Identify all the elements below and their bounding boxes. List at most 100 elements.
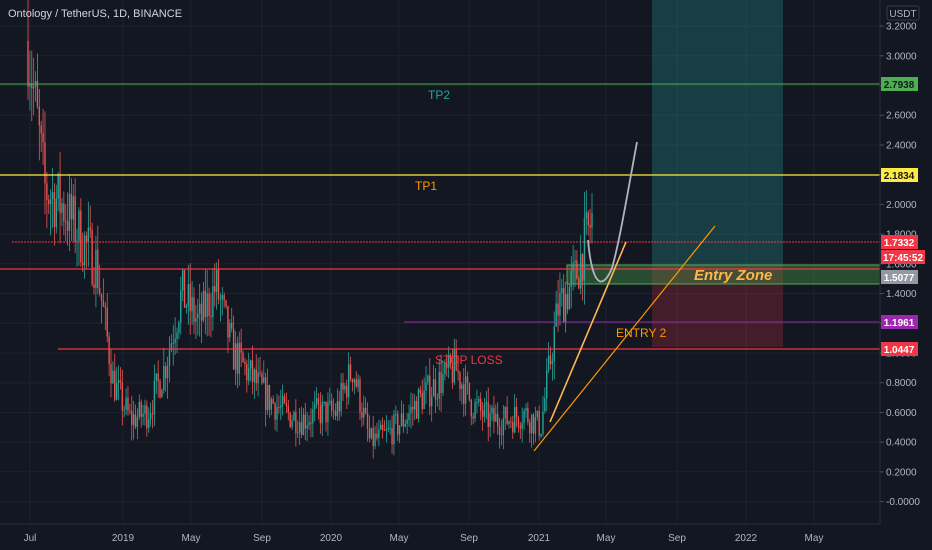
candle-body bbox=[142, 413, 144, 417]
candle-body bbox=[453, 349, 456, 383]
candle-body bbox=[510, 421, 512, 423]
candle-body bbox=[547, 355, 550, 371]
candle-body bbox=[132, 414, 135, 426]
candle-body bbox=[36, 80, 39, 107]
candle-body bbox=[457, 370, 459, 373]
candle-body bbox=[589, 225, 591, 228]
candle-body bbox=[529, 422, 531, 434]
candle-body bbox=[206, 293, 208, 318]
candle-body bbox=[198, 303, 201, 314]
candle-body bbox=[27, 40, 29, 87]
candle-body bbox=[304, 414, 306, 429]
stop-price-tag: 1.0447 bbox=[881, 342, 918, 356]
candle-body bbox=[506, 406, 508, 424]
candle-body bbox=[70, 194, 73, 220]
trend-line-steep[interactable] bbox=[549, 241, 627, 423]
candle-body bbox=[329, 400, 331, 403]
candle-body bbox=[385, 429, 388, 431]
candle-body bbox=[583, 217, 586, 281]
candle-body bbox=[325, 401, 327, 423]
candle-body bbox=[410, 406, 412, 414]
chart-title: Ontology / TetherUS, 1D, BINANCE bbox=[8, 8, 183, 20]
candle-body bbox=[229, 322, 231, 338]
candle-body bbox=[44, 142, 46, 184]
candle-body bbox=[174, 338, 176, 344]
candle-body bbox=[568, 286, 571, 310]
candle-body bbox=[140, 402, 142, 417]
candle-body bbox=[351, 379, 354, 383]
y-tick-label: 0.4000 bbox=[886, 438, 917, 449]
candle-body bbox=[315, 398, 318, 404]
candle-body bbox=[115, 382, 118, 400]
candle-body bbox=[493, 407, 495, 422]
candle-body bbox=[389, 428, 391, 430]
candle-body bbox=[566, 294, 569, 310]
candle-body bbox=[164, 366, 167, 379]
candle-body bbox=[491, 407, 493, 414]
candle-body bbox=[523, 410, 525, 424]
candle-body bbox=[51, 192, 54, 200]
entry2-price-tag: 1.1961 bbox=[881, 315, 918, 329]
projection-path[interactable] bbox=[587, 141, 638, 283]
last-price: 1.5077 bbox=[884, 273, 915, 284]
profit-zone[interactable] bbox=[652, 0, 783, 265]
candle-body bbox=[323, 401, 325, 403]
candle-body bbox=[31, 83, 33, 89]
candle-body bbox=[200, 303, 203, 321]
countdown-price-tag: 17:45:52 bbox=[881, 250, 925, 264]
x-tick-label: 2019 bbox=[112, 533, 135, 544]
x-axis-ticks[interactable]: Jul 2019 May Sep 2020 May Sep 2021 May Sep 2022 May bbox=[24, 533, 824, 544]
candle-body bbox=[368, 428, 371, 439]
candle-body bbox=[495, 413, 497, 422]
candle-body bbox=[125, 397, 127, 410]
candle-body bbox=[195, 318, 197, 322]
candle-body bbox=[461, 384, 463, 389]
candle-body bbox=[415, 401, 418, 419]
currency-badge[interactable] bbox=[886, 5, 920, 21]
candle-body bbox=[332, 410, 335, 412]
tp1-price: 2.1834 bbox=[884, 171, 915, 182]
candle-body bbox=[513, 406, 516, 433]
candle-body bbox=[512, 422, 514, 433]
candle-body bbox=[455, 349, 457, 371]
x-tick-label: May bbox=[390, 533, 409, 544]
candle-body bbox=[476, 401, 478, 403]
candle-body bbox=[117, 380, 120, 383]
candle-body bbox=[374, 433, 376, 446]
candle-body bbox=[470, 399, 472, 417]
candle-body bbox=[29, 83, 31, 87]
y-tick-label: 1.6000 bbox=[886, 259, 917, 270]
candle-body bbox=[317, 398, 320, 406]
candle-body bbox=[119, 380, 122, 383]
candle-body bbox=[57, 173, 59, 199]
candle-body bbox=[521, 423, 523, 429]
candle-body bbox=[429, 375, 431, 407]
candle-body bbox=[451, 365, 454, 383]
candle-body bbox=[574, 260, 576, 263]
candle-body bbox=[387, 428, 389, 430]
y-tick-label: 2.0000 bbox=[886, 200, 917, 211]
candle-body bbox=[314, 403, 316, 410]
candle-body bbox=[163, 366, 165, 391]
candle-body bbox=[255, 369, 257, 384]
candle-body bbox=[98, 287, 101, 294]
candle-body bbox=[204, 290, 207, 318]
candle-body bbox=[585, 212, 588, 218]
candle-body bbox=[185, 305, 188, 308]
y-tick-label: 0.6000 bbox=[886, 408, 917, 419]
trend-line-shallow[interactable] bbox=[533, 225, 716, 452]
candle-body bbox=[221, 295, 223, 299]
y-tick-label: 2.6000 bbox=[886, 111, 917, 122]
candle-body bbox=[123, 409, 125, 411]
candle-body bbox=[100, 293, 103, 301]
candle-body bbox=[395, 413, 397, 415]
candle-body bbox=[149, 413, 152, 420]
candle-body bbox=[212, 286, 214, 318]
candle-body bbox=[129, 410, 131, 412]
candle-body bbox=[261, 373, 263, 383]
candle-body bbox=[485, 402, 488, 405]
candle-body bbox=[419, 389, 422, 393]
candle-body bbox=[263, 377, 265, 383]
loss-zone[interactable] bbox=[652, 265, 783, 347]
